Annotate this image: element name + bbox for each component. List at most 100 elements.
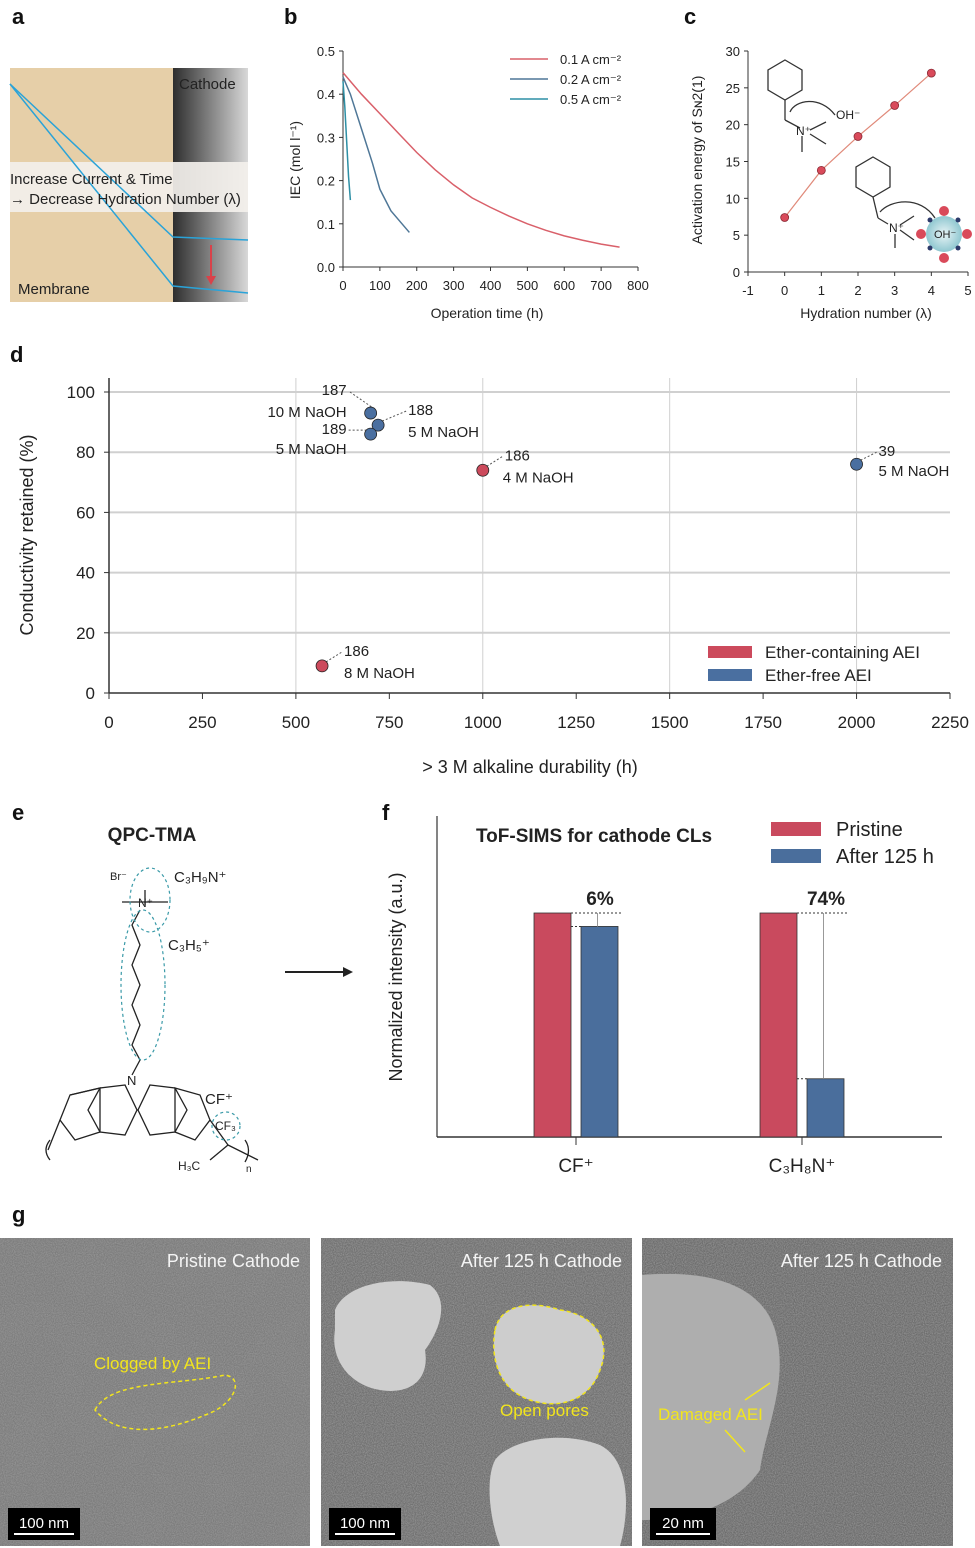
- e-n-plus: N⁺: [138, 896, 153, 910]
- c-oh-top: OH⁻: [836, 108, 860, 122]
- b-x-tick-label: 200: [406, 278, 428, 293]
- benzyl-tma-structure-top: [767, 59, 836, 152]
- d-data-point: [850, 457, 863, 471]
- tem-image-after-open-pores: After 125 h Cathode Open pores 100 nm: [321, 1238, 632, 1546]
- e-br: Br⁻: [110, 871, 127, 883]
- c-x-tick-label: 4: [928, 283, 935, 298]
- tem-image-pristine: Pristine Cathode Clogged by AEI 100 nm: [0, 1238, 310, 1546]
- d-callout-line: [381, 410, 407, 422]
- b-legend-1: 0.1 A cm⁻²: [560, 52, 622, 67]
- b-x-tick-label: 400: [480, 278, 502, 293]
- e-frag-c3h5: C₃H₅⁺: [168, 937, 210, 954]
- c-xlabel: Hydration number (λ): [800, 305, 932, 321]
- f-category-label: C₃H₈N⁺: [769, 1156, 836, 1177]
- b-y-tick-label: 0.4: [317, 87, 335, 102]
- d-legend-swatch-ether-containing: [708, 646, 752, 658]
- d-point-condition: 10 M NaOH: [267, 404, 346, 421]
- d-point-ref: 188: [408, 402, 433, 419]
- panel-a-diagram: Cathode Membrane Increase Current & Time…: [9, 68, 249, 302]
- d-point-condition: 5 M NaOH: [879, 463, 950, 480]
- c-data-point: [926, 68, 936, 78]
- panel-label-b: b: [284, 4, 297, 29]
- d-legend-swatch-ether-free: [708, 669, 752, 681]
- d-xlabel: > 3 M alkaline durability (h): [422, 757, 638, 777]
- tem-2-scale: 100 nm: [340, 1515, 390, 1532]
- d-callout-line: [860, 451, 877, 461]
- panel-label-g: g: [12, 1202, 25, 1227]
- hydration-profile-low: [9, 83, 249, 294]
- e-n-ring: N: [127, 1073, 136, 1088]
- tem-3-scale: 20 nm: [662, 1515, 704, 1532]
- d-data-point: [476, 463, 490, 477]
- c-y-tick-label: 20: [726, 118, 740, 133]
- d-callout-line: [486, 455, 504, 467]
- caption-line1: Increase Current & Time: [10, 171, 173, 188]
- c-y-tick-label: 10: [726, 191, 740, 206]
- d-callout-line: [325, 651, 343, 663]
- tem-2-annotation: Open pores: [500, 1401, 589, 1420]
- open-pore: [334, 1281, 442, 1391]
- f-title: ToF-SIMS for cathode CLs: [476, 826, 712, 847]
- d-y-tick-label: 100: [67, 383, 95, 402]
- c-x-tick-label: 5: [964, 283, 971, 298]
- panel-label-c: c: [684, 4, 696, 29]
- pointer-arrow-icon: [744, 1382, 771, 1401]
- panel-label-f: f: [382, 800, 390, 825]
- d-x-tick-label: 500: [282, 713, 310, 732]
- d-x-tick-label: 0: [104, 713, 113, 732]
- panel-label-e: e: [12, 800, 24, 825]
- f-legend-swatch-after: [771, 849, 821, 863]
- f-category-label: CF⁺: [558, 1156, 593, 1177]
- b-x-tick-label: 600: [553, 278, 575, 293]
- clogged-region-outline: [94, 1374, 237, 1431]
- b-legend-3: 0.5 A cm⁻²: [560, 92, 622, 107]
- b-xlabel: Operation time (h): [431, 305, 544, 321]
- d-x-tick-label: 2250: [931, 713, 969, 732]
- f-legend-pristine: Pristine: [836, 819, 903, 841]
- b-y-tick-label: 0.0: [317, 260, 335, 275]
- d-legend-ether-containing: Ether-containing AEI: [765, 643, 920, 662]
- c-trend-line: [784, 72, 932, 218]
- d-x-tick-label: 1000: [464, 713, 502, 732]
- d-point-condition: 5 M NaOH: [276, 441, 347, 458]
- b-x-tick-label: 0: [339, 278, 346, 293]
- f-legend-swatch-pristine: [771, 822, 821, 836]
- d-point-condition: 8 M NaOH: [344, 665, 415, 682]
- panel-label-a: a: [12, 4, 25, 29]
- b-ylabel: IEC (mol l⁻¹): [287, 121, 303, 199]
- d-x-tick-label: 1750: [744, 713, 782, 732]
- c-x-tick-label: 1: [818, 283, 825, 298]
- d-x-tick-label: 1250: [557, 713, 595, 732]
- tem-1-title: Pristine Cathode: [167, 1251, 300, 1271]
- c-x-tick-label: 2: [854, 283, 861, 298]
- c-y-tick-label: 0: [733, 265, 740, 280]
- d-y-tick-label: 20: [76, 624, 95, 643]
- f-data-label: 74%: [807, 889, 845, 910]
- panel-g-tem-images: Pristine Cathode Clogged by AEI 100 nm A…: [0, 1238, 953, 1546]
- d-point-ref: 189: [322, 421, 347, 438]
- tem-1-annotation: Clogged by AEI: [94, 1354, 211, 1373]
- caption-band: [10, 162, 248, 212]
- open-pore: [489, 1437, 626, 1546]
- panel-b-chart: Operation time (h) IEC (mol l⁻¹) 0.1 A c…: [287, 44, 649, 321]
- c-oh-cluster: OH⁻: [934, 229, 957, 241]
- c-data-point: [780, 213, 790, 222]
- f-bar-after: [806, 1078, 845, 1138]
- caption-line2: → Decrease Hydration Number (λ): [10, 191, 241, 208]
- d-point-condition: 4 M NaOH: [503, 469, 574, 486]
- hydration-profile-high: [9, 83, 249, 241]
- e-n-subscript: n: [246, 1164, 252, 1175]
- d-callout-line: [348, 390, 375, 410]
- c-y-tick-label: 5: [733, 228, 740, 243]
- aei-film: [642, 1273, 780, 1520]
- panel-c-chart: Hydration number (λ) Activation energy o…: [689, 44, 972, 321]
- b-y-tick-label: 0.1: [317, 217, 335, 232]
- panel-label-d: d: [10, 342, 23, 367]
- d-data-point: [364, 406, 378, 420]
- b-series-line-2: [342, 76, 410, 233]
- tem-1-scale: 100 nm: [19, 1515, 69, 1532]
- d-data-point: [364, 427, 378, 441]
- f-bar-pristine: [759, 912, 798, 1138]
- b-legend-2: 0.2 A cm⁻²: [560, 72, 622, 87]
